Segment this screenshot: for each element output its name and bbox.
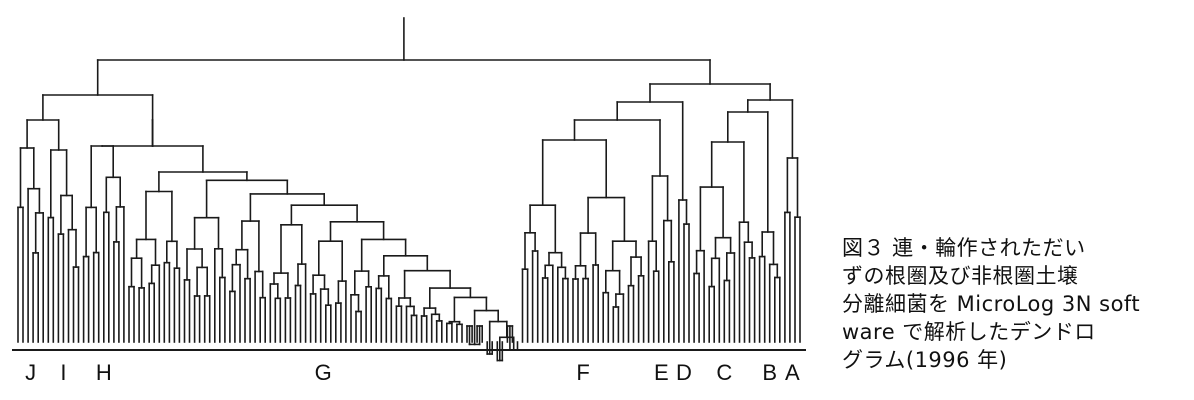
caption-line-1: 図３ 連・輪作されただい [842, 236, 1086, 260]
dendrogram-tree [17, 17, 801, 362]
group-label: B [762, 360, 777, 385]
figure-caption: 図３ 連・輪作されただい ずの根圏及び非根圏土壌 分離細菌を MicroLog … [842, 234, 1194, 374]
group-label: I [60, 360, 66, 385]
group-label: F [576, 360, 589, 385]
caption-line-5: グラム(1996 年) [842, 348, 1008, 372]
caption-line-2: ずの根圏及び非根圏土壌 [842, 264, 1079, 288]
group-label: C [716, 360, 732, 385]
group-label: J [25, 360, 36, 385]
caption-line-4: ware で解析したデンドロ [842, 320, 1096, 344]
group-label: E [654, 360, 669, 385]
group-label: G [315, 360, 332, 385]
group-label: A [785, 360, 800, 385]
group-label: H [96, 360, 112, 385]
caption-line-3: 分離細菌を MicroLog 3N soft [842, 292, 1141, 316]
group-label: D [676, 360, 692, 385]
